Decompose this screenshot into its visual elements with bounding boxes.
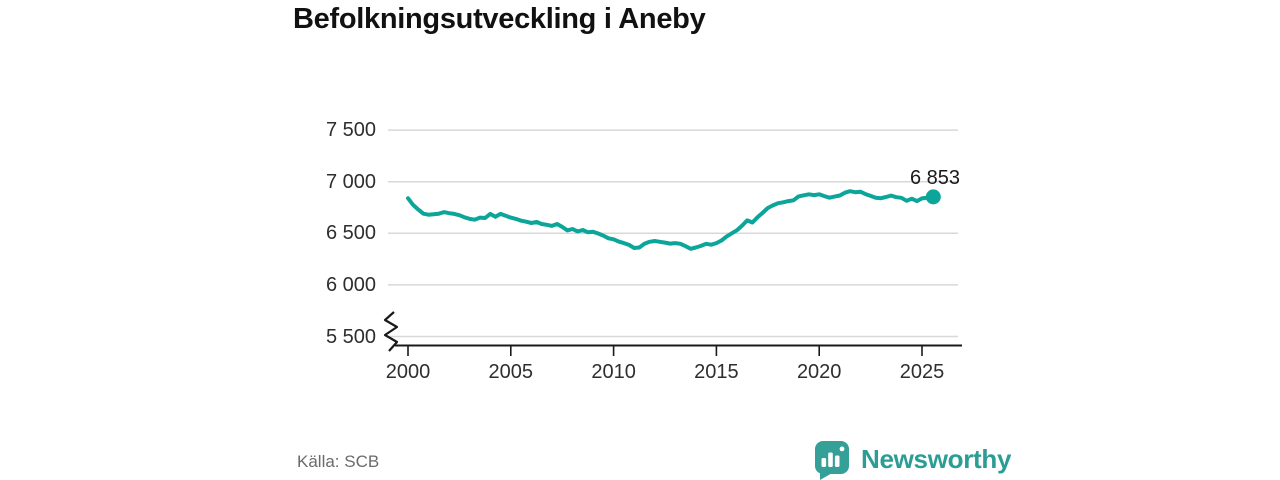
y-tick-label: 7 500 [325, 119, 376, 142]
x-tick-label: 2020 [796, 361, 842, 383]
newsworthy-speech-bubble-barchart-icon [815, 441, 849, 480]
newsworthy-logo[interactable]: Newsworthy [812, 439, 1011, 480]
y-tick-label: 7 000 [325, 170, 376, 193]
x-tick-label: 2005 [488, 361, 534, 383]
x-tick-label: 2010 [591, 361, 636, 383]
end-value-label: 6 853 [909, 167, 960, 189]
x-tick-label: 2025 [899, 361, 945, 383]
x-tick-label: 2000 [385, 361, 431, 383]
y-tick-label: 6 000 [325, 273, 376, 296]
chart-title: Befolkningsutveckling i Aneby [293, 3, 706, 35]
series-end-dot [925, 189, 941, 205]
y-tick-label: 6 500 [325, 222, 376, 245]
y-tick-label: 5 500 [325, 325, 376, 348]
population-series-line [406, 189, 936, 251]
y-axis-break-icon [383, 311, 399, 352]
x-tick-label: 2015 [694, 361, 739, 383]
source-caption: Källa: SCB [297, 452, 380, 471]
newsworthy-wordmark: Newsworthy [861, 444, 1012, 474]
